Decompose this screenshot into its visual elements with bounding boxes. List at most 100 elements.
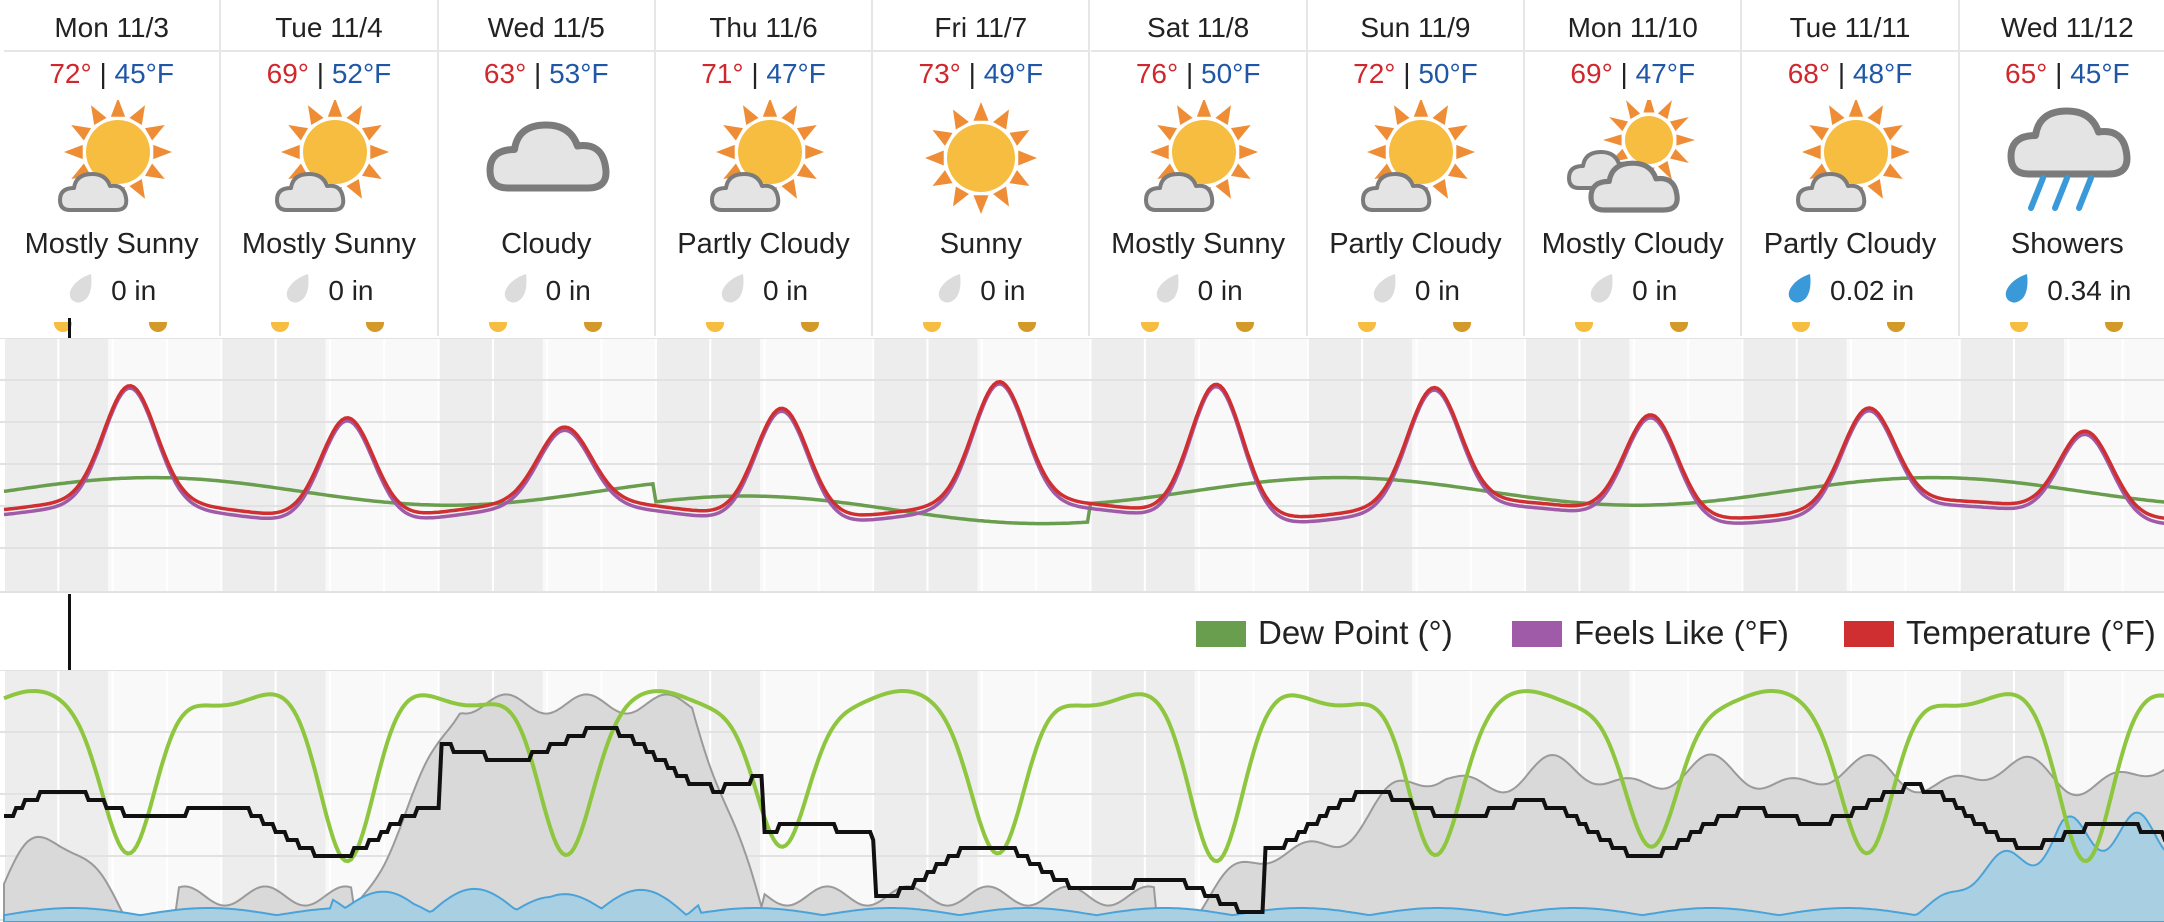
day-label: Thu 11/6 — [655, 0, 872, 52]
conditions-chart[interactable] — [0, 670, 2164, 922]
day-column[interactable]: Wed 11/12 65° | 45°F Showers 0.34 in — [1959, 0, 2164, 336]
day-label: Wed 11/12 — [1959, 0, 2164, 52]
raindrop-icon — [2003, 272, 2031, 306]
sunrise-marker — [54, 322, 72, 332]
day-column[interactable]: Sat 11/8 76° | 50°F Mostly Sunny 0 in — [1090, 0, 1308, 336]
sunrise-marker — [2009, 322, 2028, 332]
sunset-marker — [1235, 322, 1254, 332]
condition-label: Partly Cloudy — [1329, 228, 1502, 260]
day-temps: 69° | 47°F — [1525, 58, 1740, 90]
condition-label: Sunny — [939, 228, 1022, 260]
high-temp: 76° — [1135, 58, 1179, 89]
condition-label: Partly Cloudy — [1763, 228, 1937, 260]
humidity-series — [3, 688, 2164, 864]
temp-separator: | — [2055, 58, 2063, 89]
day-temps: 76° | 50°F — [1091, 58, 1306, 90]
day-column[interactable]: Tue 11/4 69° | 52°F Mostly Sunny 0 in — [221, 0, 439, 336]
day-column[interactable]: Tue 11/11 68° | 48°F Partly Cloudy 0.02 in — [1742, 0, 1960, 336]
temp-separator: | — [1620, 58, 1628, 89]
low-temp: 45°F — [2070, 58, 2130, 89]
temp-separator: | — [751, 58, 759, 89]
legend-label[interactable]: Temperature (°F) — [1906, 614, 2156, 651]
low-temp: 48°F — [1852, 58, 1913, 89]
cloudy-icon — [476, 100, 616, 220]
sunrise-marker — [1140, 322, 1159, 332]
day-temps: 72° | 50°F — [1308, 58, 1523, 90]
condition-label: Mostly Sunny — [241, 228, 416, 260]
partly-cloudy-icon — [1780, 98, 1920, 220]
sunny-icon — [911, 100, 1051, 220]
temp-separator: | — [316, 58, 325, 89]
precip-amount: 0 in — [221, 272, 436, 307]
condition-label: Partly Cloudy — [677, 228, 850, 260]
temp-separator: | — [968, 58, 976, 89]
high-temp: 71° — [701, 58, 744, 89]
day-column[interactable]: Sun 11/9 72° | 50°F Partly Cloudy 0 in — [1307, 0, 1526, 336]
temperature-chart[interactable] — [0, 338, 2164, 594]
precip-chance-series — [3, 811, 2164, 922]
high-temp: 63° — [483, 58, 527, 89]
day-label: Sun 11/9 — [1307, 0, 1524, 52]
condition-label: Cloudy — [501, 228, 592, 260]
mostly-sunny-icon — [259, 98, 399, 220]
temp-separator: | — [99, 58, 107, 89]
mostly-sunny-icon — [1128, 98, 1268, 220]
day-temps: 71° | 47°F — [656, 58, 871, 90]
precip-amount: 0.34 in — [1960, 272, 2164, 307]
day-column[interactable]: Wed 11/5 63° | 53°F Cloudy 0 in — [438, 0, 656, 336]
day-column[interactable]: Fri 11/7 73° | 49°F Sunny 0 in — [873, 0, 1091, 336]
precip-amount: 0 in — [1308, 272, 1523, 307]
high-temp: 69° — [266, 58, 309, 89]
raindrop-icon — [67, 272, 95, 306]
wind-series — [4, 726, 2164, 914]
partly-cloudy-icon — [1345, 98, 1485, 220]
sunrise-marker — [271, 322, 290, 332]
day-temps: 68° | 48°F — [1742, 58, 1957, 90]
low-temp: 52°F — [331, 58, 392, 89]
legend-swatch — [1512, 621, 1562, 647]
precip-amount: 0 in — [4, 272, 219, 307]
high-temp: 68° — [1787, 58, 1831, 89]
time-cursor-line[interactable] — [68, 318, 71, 922]
showers-icon — [1997, 100, 2137, 220]
low-temp: 53°F — [549, 58, 609, 89]
day-column[interactable]: Thu 11/6 71° | 47°F Partly Cloudy 0 in — [655, 0, 874, 336]
sunset-marker — [1018, 322, 1037, 332]
legend-swatch — [1844, 621, 1894, 647]
mostly-cloudy-icon — [1563, 94, 1703, 220]
temp-separator: | — [1837, 58, 1846, 89]
low-temp: 47°F — [766, 58, 826, 89]
raindrop-icon — [1786, 272, 1814, 306]
precip-value: 0 in — [1632, 275, 1678, 306]
condition-label: Mostly Sunny — [1111, 228, 1286, 260]
sunrise-marker — [1357, 322, 1376, 332]
day-label: Mon 11/3 — [4, 0, 220, 52]
low-temp: 47°F — [1635, 58, 1696, 89]
legend-label[interactable]: Feels Like (°F) — [1574, 614, 1789, 651]
precip-value: 0.02 in — [1830, 275, 1915, 306]
precip-amount: 0 in — [656, 272, 871, 307]
day-temps: 69° | 52°F — [221, 58, 436, 90]
sunset-marker — [1887, 322, 1906, 332]
temperature-series — [3, 379, 2164, 520]
temp-separator: | — [1403, 58, 1411, 89]
day-column[interactable]: Mon 11/3 72° | 45°F Mostly Sunny 0 in — [4, 0, 222, 336]
raindrop-icon — [284, 272, 312, 306]
day-label: Wed 11/5 — [438, 0, 654, 52]
low-temp: 49°F — [983, 58, 1044, 89]
raindrop-icon — [1154, 272, 1182, 306]
precip-amount: 0 in — [1091, 272, 1306, 307]
temp-separator: | — [534, 58, 542, 89]
raindrop-icon — [719, 272, 747, 306]
precip-value: 0 in — [111, 275, 157, 306]
precip-value: 0.34 in — [2047, 275, 2132, 306]
day-label: Sat 11/8 — [1090, 0, 1306, 52]
day-column[interactable]: Mon 11/10 69° | 47°F Mostly Cloudy 0 in — [1525, 0, 1743, 336]
sunrise-marker — [1575, 322, 1594, 332]
day-label: Tue 11/11 — [1742, 0, 1958, 52]
legend-label[interactable]: Dew Point (°) — [1258, 614, 1453, 651]
mostly-sunny-icon — [42, 98, 182, 220]
temp-separator: | — [1185, 58, 1194, 89]
partly-cloudy-icon — [694, 98, 834, 220]
sunrise-marker — [488, 322, 507, 332]
